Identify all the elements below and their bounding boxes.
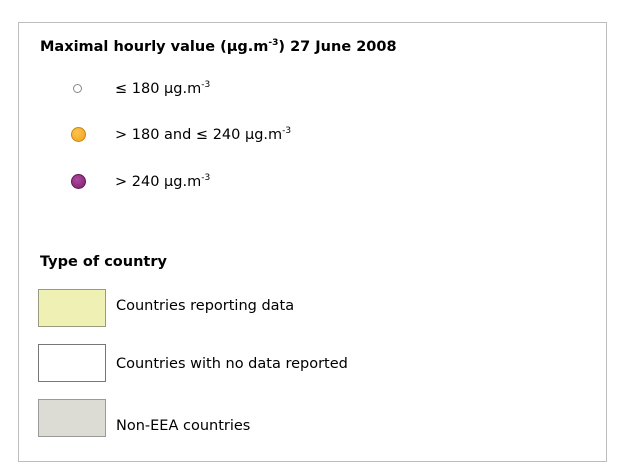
symbol-low [73,84,82,93]
legend-item: ≤ 180 µg.m-3 [115,80,210,98]
item-text: > 240 µg.m [115,174,202,190]
section-title: Type of country [40,254,167,270]
item-text: ≤ 180 µg.m [115,81,202,97]
title-after: ) 27 June 2008 [278,39,397,55]
legend-item: Non-EEA countries [116,418,251,434]
title-sup: -3 [268,38,279,48]
item-sup: -3 [201,173,211,183]
swatch-non-eea [38,399,106,437]
legend-item: > 240 µg.m-3 [115,173,210,191]
legend-frame [18,22,607,462]
page: Maximal hourly value (µg.m-3) 27 June 20… [18,22,607,462]
item-text: > 180 and ≤ 240 µg.m [115,127,283,143]
symbol-mid [71,127,86,142]
item-sup: -3 [282,126,292,136]
legend-item: Countries reporting data [116,298,295,314]
swatch-reporting [38,289,106,327]
section-title: Maximal hourly value (µg.m-3) 27 June 20… [40,38,397,56]
symbol-high [71,174,86,189]
item-sup: -3 [201,80,211,90]
swatch-no-data [38,344,106,382]
legend-item: > 180 and ≤ 240 µg.m-3 [115,126,291,144]
title-text: Maximal hourly value (µg.m [40,39,269,55]
legend-item: Countries with no data reported [116,356,348,372]
